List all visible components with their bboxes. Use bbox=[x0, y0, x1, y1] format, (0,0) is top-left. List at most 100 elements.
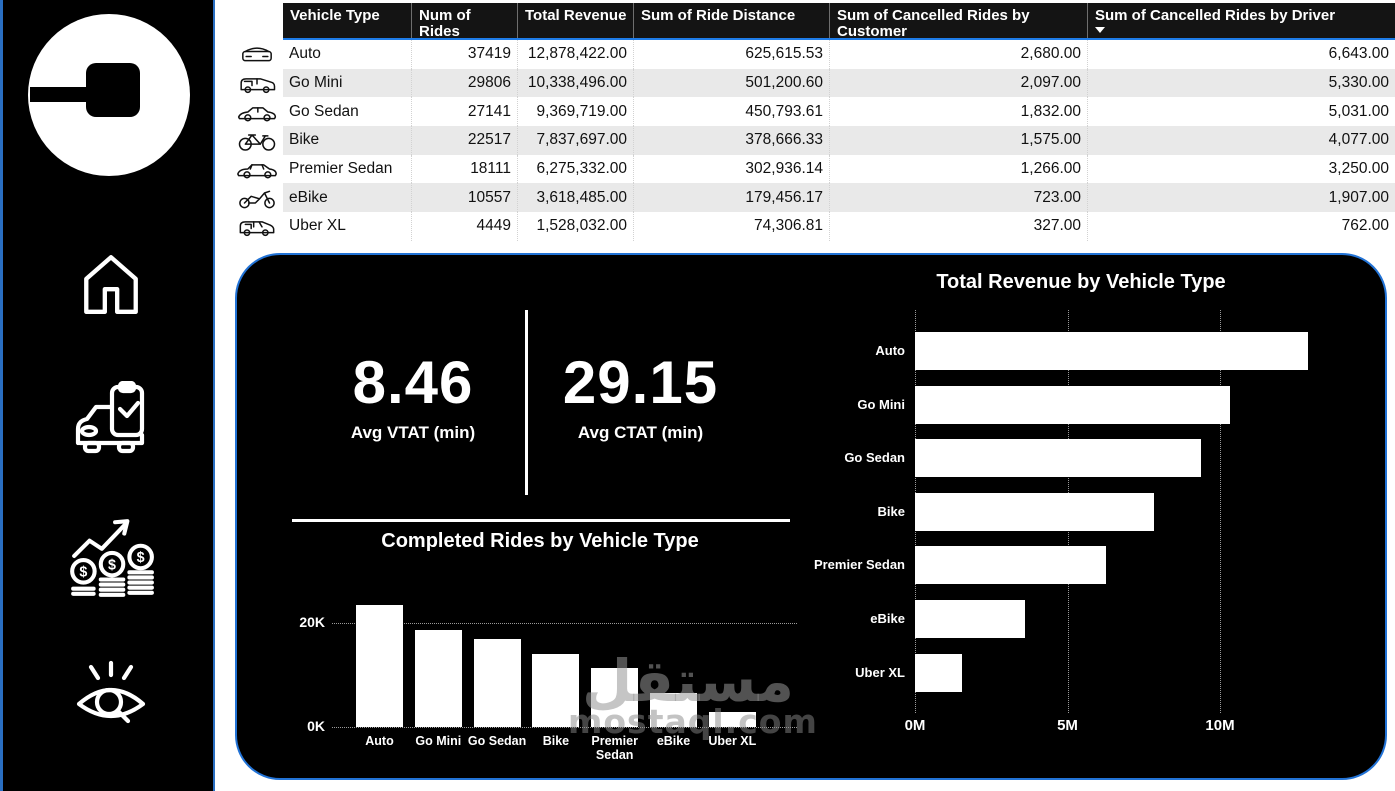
num-rides-cell: 4449 bbox=[412, 212, 518, 241]
kpi-label: Avg CTAT (min) bbox=[577, 423, 704, 442]
uber-logo-bar bbox=[30, 87, 92, 102]
cancelled-customer-cell: 723.00 bbox=[830, 183, 1088, 213]
vehicle-type-cell: Bike bbox=[283, 126, 412, 155]
cancelled-customer-cell: 1,832.00 bbox=[830, 97, 1088, 127]
svg-text:$: $ bbox=[79, 564, 87, 580]
col-header-vehicle-type[interactable]: Vehicle Type bbox=[283, 3, 412, 38]
bar-bike[interactable] bbox=[532, 653, 580, 727]
bar-auto[interactable] bbox=[356, 605, 403, 727]
bar-ebike[interactable] bbox=[650, 692, 697, 727]
bar-go-sedan[interactable] bbox=[915, 439, 1201, 478]
y-axis-category-label: eBike bbox=[870, 611, 905, 626]
x-axis-category-label: Auto bbox=[365, 734, 394, 748]
bike-icon bbox=[230, 126, 283, 155]
bar-bike[interactable] bbox=[915, 492, 1155, 531]
total-revenue-cell: 7,837,697.00 bbox=[518, 126, 634, 155]
revenue-growth-icon: $ $ $ bbox=[66, 511, 156, 608]
table-row[interactable]: Go Mini 29806 10,338,496.00 501,200.60 2… bbox=[230, 68, 1395, 98]
cancelled-customer-cell: 1,266.00 bbox=[830, 154, 1088, 184]
table-row[interactable]: Auto 37419 12,878,422.00 625,615.53 2,68… bbox=[230, 40, 1395, 69]
ride-distance-cell: 378,666.33 bbox=[634, 126, 830, 155]
cancelled-driver-cell: 5,031.00 bbox=[1328, 102, 1389, 120]
total-revenue-cell: 6,275,332.00 bbox=[518, 154, 634, 184]
ride-distance-cell: 625,615.53 bbox=[634, 40, 830, 69]
cancelled-driver-cell: 762.00 bbox=[1341, 217, 1389, 235]
sidebar: $ $ $ bbox=[0, 0, 215, 791]
y-axis-category-label: Premier Sedan bbox=[813, 557, 905, 573]
sidebar-item-revenue[interactable]: $ $ $ bbox=[3, 511, 218, 608]
col-header-total-revenue[interactable]: Total Revenue bbox=[518, 3, 634, 38]
num-rides-cell: 27141 bbox=[412, 97, 518, 127]
y-axis-category-label: Bike bbox=[877, 503, 905, 519]
cancelled-driver-cell: 6,643.00 bbox=[1328, 45, 1389, 63]
total-revenue-chart-title: Total Revenue by Vehicle Type bbox=[936, 271, 1226, 293]
num-rides-cell: 22517 bbox=[412, 126, 518, 155]
vehicle-type-cell: Uber XL bbox=[283, 212, 412, 241]
bar-go-sedan[interactable] bbox=[473, 638, 521, 727]
kpi-avg-ctat: 29.15 Avg CTAT (min) bbox=[533, 351, 748, 443]
ebike-icon bbox=[230, 183, 283, 213]
svg-text:$: $ bbox=[136, 550, 144, 566]
cancelled-customer-cell: 2,680.00 bbox=[830, 40, 1088, 69]
table-row[interactable]: eBike 10557 3,618,485.00 179,456.17 723.… bbox=[230, 183, 1395, 213]
y-axis-category-label: Auto bbox=[875, 343, 905, 358]
vehicle-table: Vehicle Type Num of Rides Total Revenue … bbox=[230, 3, 1395, 241]
ride-distance-cell: 450,793.61 bbox=[634, 97, 830, 127]
col-header-cancelled-customer[interactable]: Sum of Cancelled Rides by Customer bbox=[830, 3, 1088, 40]
table-header-row: Vehicle Type Num of Rides Total Revenue … bbox=[283, 3, 1395, 40]
vehicle-type-cell: Auto bbox=[283, 40, 412, 69]
num-rides-cell: 29806 bbox=[412, 68, 518, 98]
cancelled-driver-cell: 3,250.00 bbox=[1328, 160, 1389, 178]
bar-go-mini[interactable] bbox=[915, 385, 1231, 424]
uber-logo bbox=[28, 14, 190, 176]
cancelled-customer-cell: 1,575.00 bbox=[830, 126, 1088, 155]
ride-distance-cell: 501,200.60 bbox=[634, 68, 830, 98]
col-header-ride-distance[interactable]: Sum of Ride Distance bbox=[634, 3, 830, 38]
kpi-avg-vtat: 8.46 Avg VTAT (min) bbox=[298, 351, 528, 443]
table-row[interactable]: Uber XL 4449 1,528,032.00 74,306.81 327.… bbox=[230, 212, 1395, 241]
cancelled-driver-cell: 1,907.00 bbox=[1088, 183, 1395, 213]
kpi-divider bbox=[525, 310, 528, 495]
y-axis-tick: 20K bbox=[299, 614, 325, 630]
cancelled-driver-cell: 5,330.00 bbox=[1088, 68, 1395, 98]
ride-distance-cell: 74,306.81 bbox=[634, 212, 830, 241]
sidebar-item-insights[interactable] bbox=[3, 660, 218, 735]
bar-uber-xl[interactable] bbox=[708, 712, 756, 727]
table-row[interactable]: Go Sedan 27141 9,369,719.00 450,793.61 1… bbox=[230, 97, 1395, 127]
kpi-value: 8.46 bbox=[352, 349, 474, 416]
kpi-value: 29.15 bbox=[562, 349, 719, 416]
bar-uber-xl[interactable] bbox=[915, 653, 962, 692]
cancelled-customer-cell: 2,097.00 bbox=[830, 68, 1088, 98]
x-axis-category-label: Go Sedan bbox=[467, 734, 527, 748]
sort-descending-icon bbox=[1095, 27, 1105, 33]
x-axis-category-label: Go Mini bbox=[415, 734, 462, 748]
bar-premier-sedan[interactable] bbox=[591, 668, 639, 727]
x-axis-category-label: Premier Sedan bbox=[591, 734, 638, 763]
ride-check-icon bbox=[72, 380, 150, 462]
y-axis-category-label: Go Mini bbox=[857, 396, 905, 412]
ride-distance-cell: 302,936.14 bbox=[634, 154, 830, 184]
home-icon bbox=[78, 250, 144, 323]
bar-auto[interactable] bbox=[915, 332, 1308, 370]
col-header-num-rides[interactable]: Num of Rides bbox=[412, 3, 518, 40]
insights-eye-icon bbox=[75, 660, 147, 735]
gridline bbox=[1220, 310, 1221, 713]
sidebar-item-home[interactable] bbox=[3, 250, 218, 323]
num-rides-cell: 18111 bbox=[412, 154, 518, 184]
gridline bbox=[332, 623, 797, 624]
x-axis-tick: 5M bbox=[1057, 717, 1078, 734]
table-row[interactable]: Bike 22517 7,837,697.00 378,666.33 1,575… bbox=[230, 126, 1395, 155]
sidebar-item-rides[interactable] bbox=[3, 380, 218, 462]
bar-premier-sedan[interactable] bbox=[915, 546, 1107, 585]
table-row[interactable]: Premier Sedan 18111 6,275,332.00 302,936… bbox=[230, 154, 1395, 184]
x-axis-tick: 0M bbox=[904, 717, 926, 734]
svg-text:$: $ bbox=[108, 557, 116, 573]
col-header-cancelled-driver[interactable]: Sum of Cancelled Rides by Driver bbox=[1088, 3, 1395, 38]
uber-xl-icon bbox=[230, 212, 283, 241]
bar-ebike[interactable] bbox=[915, 600, 1026, 638]
gridline bbox=[332, 727, 797, 728]
ride-distance-cell: 179,456.17 bbox=[634, 183, 830, 213]
cancelled-customer-cell: 327.00 bbox=[830, 212, 1088, 241]
vehicle-type-cell: Premier Sedan bbox=[283, 154, 412, 184]
bar-go-mini[interactable] bbox=[414, 630, 462, 727]
